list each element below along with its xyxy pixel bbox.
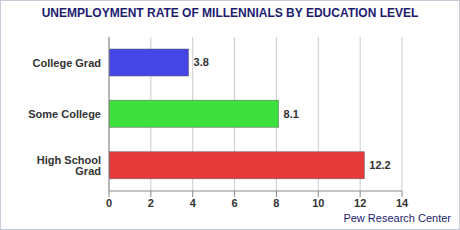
svg-text:College Grad: College Grad	[33, 57, 101, 69]
svg-text:4: 4	[190, 197, 197, 209]
svg-text:3.8: 3.8	[194, 56, 209, 68]
svg-text:High SchoolGrad: High SchoolGrad	[37, 154, 101, 177]
html-text:Pew Research Center: Pew Research Center	[343, 212, 451, 224]
svg-text:Some College: Some College	[28, 108, 101, 120]
svg-text:2: 2	[148, 197, 154, 209]
svg-text:8: 8	[273, 197, 279, 209]
svg-text:8.1: 8.1	[284, 108, 299, 120]
html-text:UNEMPLOYMENT RATE OF MILLENNIA: UNEMPLOYMENT RATE OF MILLENNIALS BY EDUC…	[41, 6, 419, 20]
svg-text:6: 6	[232, 197, 238, 209]
svg-text:12.2: 12.2	[369, 159, 390, 171]
svg-text:10: 10	[312, 197, 324, 209]
svg-text:12: 12	[354, 197, 366, 209]
svg-text:0: 0	[106, 197, 112, 209]
svg-text:14: 14	[396, 197, 409, 209]
